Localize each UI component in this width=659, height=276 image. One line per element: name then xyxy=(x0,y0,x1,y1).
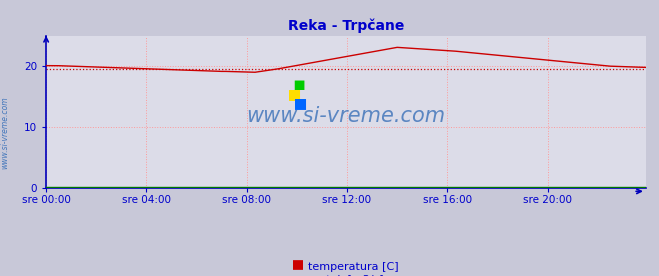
Text: www.si-vreme.com: www.si-vreme.com xyxy=(246,106,445,126)
Text: www.si-vreme.com: www.si-vreme.com xyxy=(1,96,10,169)
Text: ▪: ▪ xyxy=(293,93,308,113)
Legend: temperatura [C], pretok [m3/s]: temperatura [C], pretok [m3/s] xyxy=(293,261,399,276)
Text: ▪: ▪ xyxy=(293,75,306,94)
Title: Reka - Trpčane: Reka - Trpčane xyxy=(288,19,404,33)
Text: ▪: ▪ xyxy=(287,84,302,104)
